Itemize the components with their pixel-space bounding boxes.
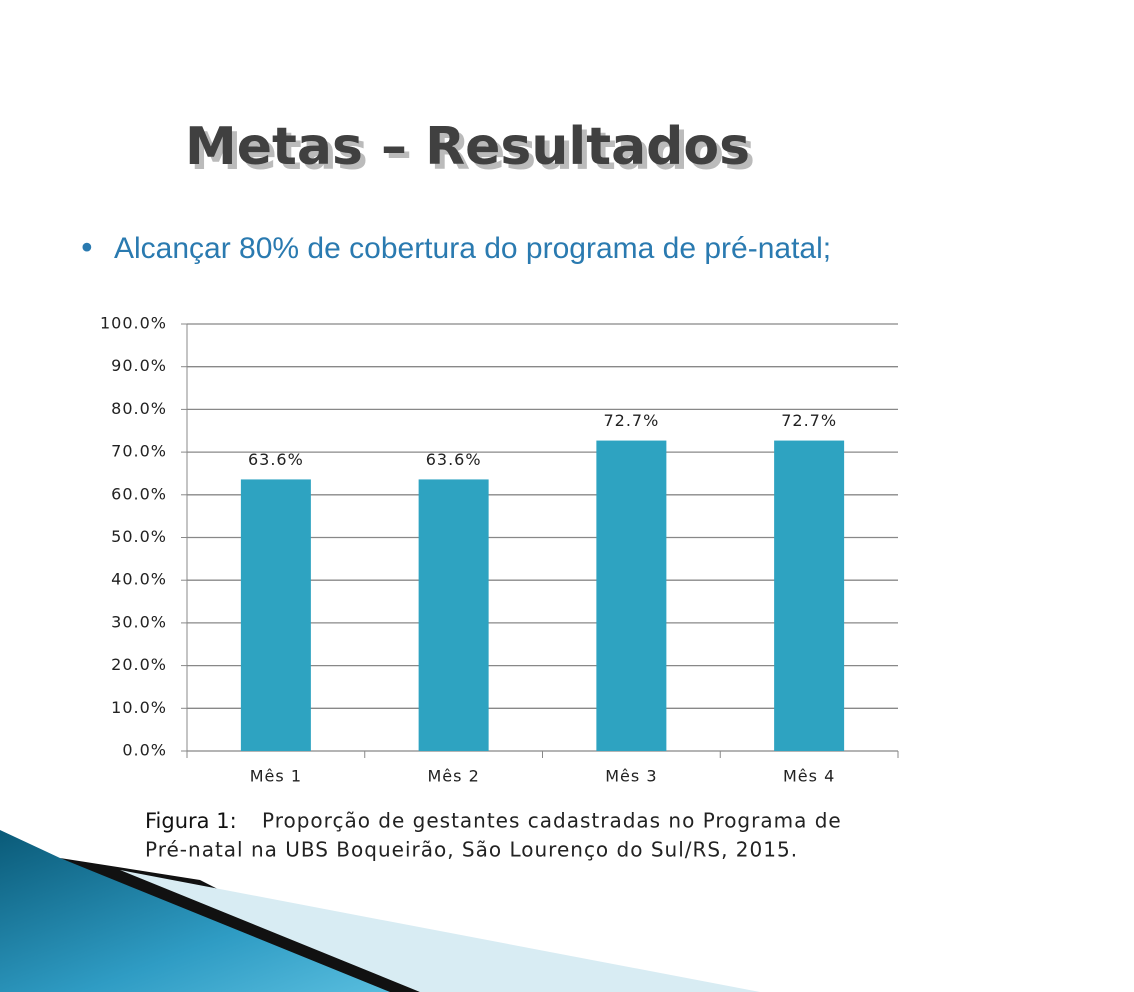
decor-band [120,870,760,992]
caption-label: Figura 1: [145,809,237,833]
decor-swoosh [0,830,420,992]
value-label: 72.7% [603,411,659,430]
y-tick-label: 20.0% [111,655,167,674]
x-tick-label: Mês 3 [605,767,657,786]
decor-stripe [60,858,420,992]
bar [240,479,311,751]
bullet-dot: • [78,232,96,267]
y-tick-label: 80.0% [111,399,167,418]
bar [418,479,489,751]
x-tick-label: Mês 4 [783,767,835,786]
y-tick-label: 40.0% [111,570,167,589]
x-tick-label: Mês 2 [428,767,480,786]
x-tick-label: Mês 1 [250,767,302,786]
caption-line: Pré-natal na UBS Boqueirão, São Lourenço… [145,838,798,862]
y-tick-label: 0.0% [122,741,167,760]
value-label: 63.6% [248,450,304,469]
value-label: 72.7% [781,411,837,430]
bar [774,440,845,751]
y-tick-label: 30.0% [111,612,167,631]
title: Metas – Resultados [185,117,750,177]
y-tick-label: 90.0% [111,356,167,375]
title-shadow: Metas – Resultados [190,122,755,182]
y-tick-label: 100.0% [100,314,167,333]
caption-line: Proporção de gestantes cadastradas no Pr… [262,809,842,833]
y-tick-label: 10.0% [111,698,167,717]
bullet-text: Alcançar 80% de cobertura do programa de… [114,232,831,265]
y-tick-label: 70.0% [111,442,167,461]
y-tick-label: 50.0% [111,527,167,546]
value-label: 63.6% [426,450,482,469]
bar [596,440,667,751]
y-tick-label: 60.0% [111,484,167,503]
